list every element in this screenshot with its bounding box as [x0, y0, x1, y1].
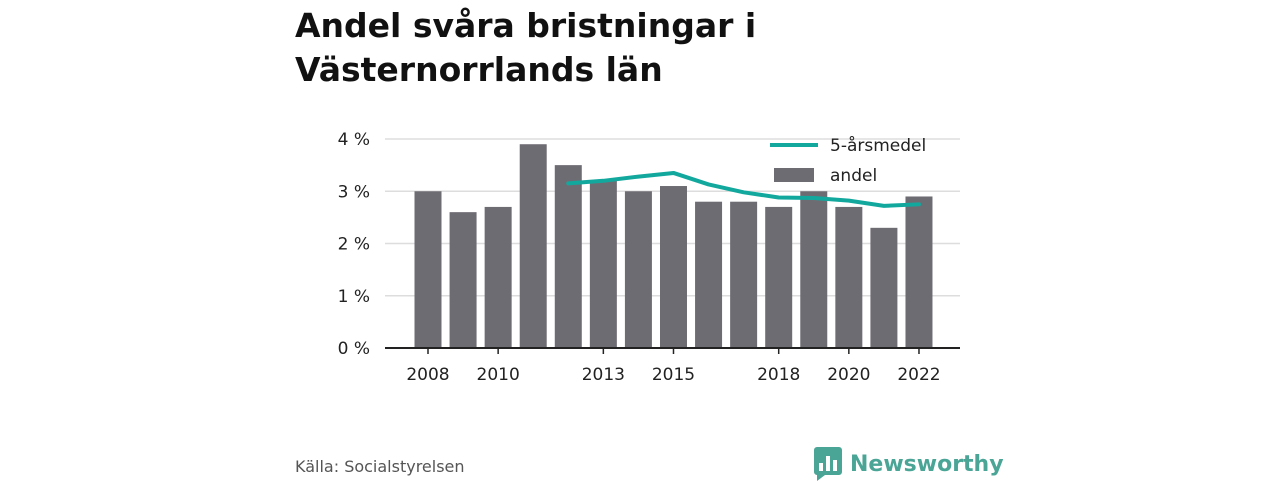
bar [589, 180, 617, 348]
line-series [566, 170, 921, 208]
bar [414, 191, 442, 348]
bar [905, 196, 933, 348]
legend-label-line: 5-årsmedel [830, 135, 926, 156]
x-tick-label: 2008 [406, 365, 449, 385]
y-tick-label: 2 % [338, 235, 370, 255]
x-tick-label: 2018 [757, 365, 800, 385]
chart: 0 % 1 % 2 % 3 % 4 % 2008 2010 2013 2015 2018 2020… [338, 130, 960, 385]
chart-title: Andel svåra bristningar i Västernorrland… [295, 6, 757, 89]
legend-label-bar: andel [830, 166, 877, 186]
bar [765, 206, 793, 348]
y-tick-label: 1 % [338, 287, 370, 307]
x-axis-ticks: 2008 2010 2013 2015 2018 2020 2022 [406, 348, 941, 385]
legend-swatch-bar [774, 168, 814, 182]
bar [695, 201, 723, 348]
bar-chart-badge-icon [814, 447, 842, 481]
x-tick-label: 2010 [477, 365, 520, 385]
y-axis-ticks: 0 % 1 % 2 % 3 % 4 % [338, 130, 370, 359]
x-tick-label: 2013 [582, 365, 625, 385]
bar [659, 186, 687, 348]
source-note: Källa: Socialstyrelsen [295, 457, 465, 476]
brand-name: Newsworthy [850, 451, 1004, 477]
legend: 5-årsmedel andel [770, 135, 926, 186]
y-tick-label: 4 % [338, 130, 370, 150]
bar [554, 165, 582, 348]
x-tick-label: 2020 [827, 365, 870, 385]
x-tick-label: 2022 [897, 365, 940, 385]
y-tick-label: 0 % [338, 339, 370, 359]
brand-logo: Newsworthy [814, 447, 1004, 481]
bar [800, 191, 828, 348]
bar [449, 212, 477, 348]
bar [835, 206, 863, 348]
bar [519, 144, 547, 348]
y-tick-label: 3 % [338, 182, 370, 202]
bar [484, 206, 512, 348]
x-tick-label: 2015 [652, 365, 695, 385]
bar [730, 201, 758, 348]
line-5-arsmedel [566, 170, 921, 208]
bar [624, 191, 652, 348]
bar-series [414, 144, 933, 348]
bar [870, 227, 898, 348]
